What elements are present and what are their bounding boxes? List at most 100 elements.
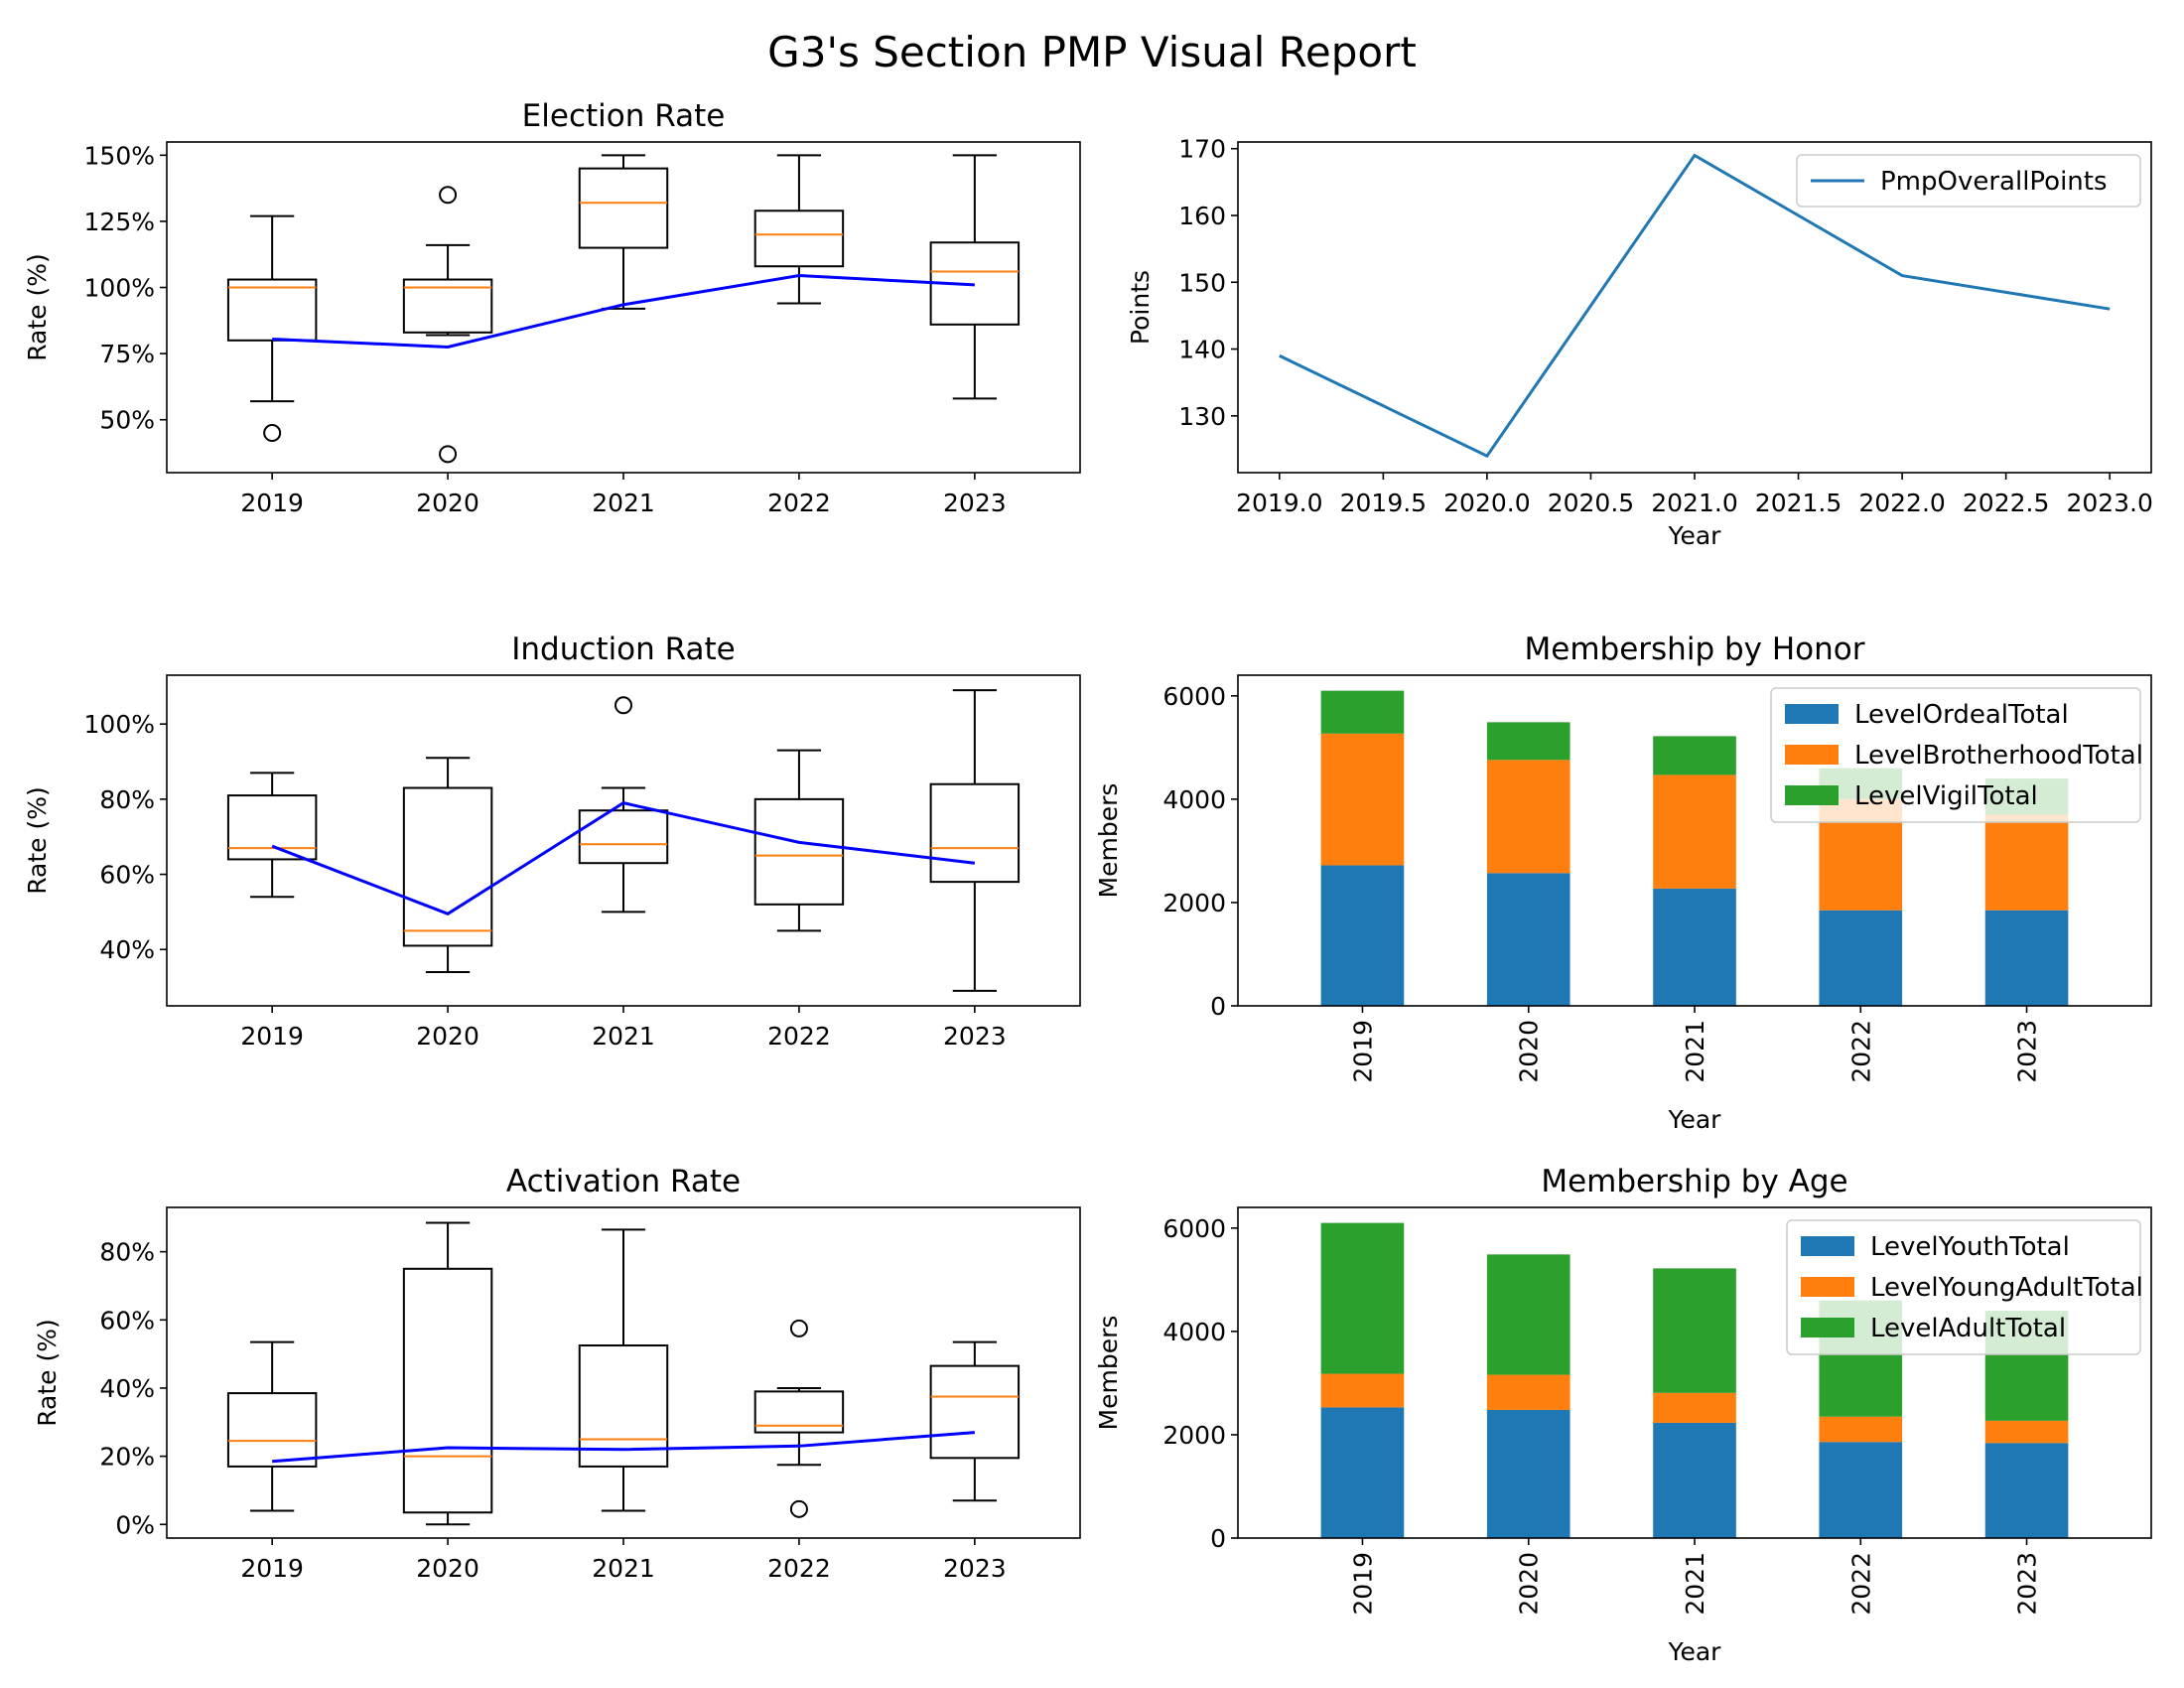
- box: [402, 1267, 493, 1514]
- bar-segment: [1653, 1392, 1736, 1423]
- bar-segment: [1653, 1422, 1736, 1538]
- x-tick-label: 2023: [2013, 1552, 2042, 1616]
- x-tick-label: 2020.5: [1548, 489, 1634, 517]
- x-tick-label: 2019: [1348, 1552, 1377, 1616]
- x-tick-label: 2019: [1348, 1020, 1377, 1083]
- bar-segment: [1819, 1416, 1903, 1443]
- bar-segment: [1486, 1374, 1570, 1410]
- legend-label: LevelAdultTotal: [1870, 1314, 2066, 1343]
- series-line: [1279, 153, 2111, 459]
- outlier-point: [614, 696, 632, 715]
- legend-swatch: [1785, 785, 1839, 805]
- x-tick-label: 2021: [592, 1022, 655, 1051]
- y-tick-label: 60%: [99, 861, 155, 890]
- x-axis-label: Year: [1668, 1105, 1722, 1134]
- y-tick-label: 2000: [1162, 889, 1226, 917]
- activation-chart: Activation Rate 0% 20% 40% 60% 80% Rate (%) 201…: [33, 1164, 1081, 1583]
- x-tick-label: 2019: [240, 489, 304, 517]
- outlier-point: [263, 424, 282, 443]
- bar-segment: [1486, 760, 1570, 874]
- box: [578, 1344, 669, 1468]
- outlier-point: [439, 445, 458, 464]
- bar-segment: [1653, 888, 1736, 1006]
- chart-title: Induction Rate: [511, 632, 735, 667]
- legend-swatch: [1801, 1236, 1854, 1256]
- x-tick-label: 2020: [1515, 1020, 1544, 1083]
- legend-label: LevelBrotherhoodTotal: [1854, 741, 2143, 771]
- legend-frame: [1786, 1219, 2141, 1355]
- legend-swatch: [1801, 1318, 1854, 1337]
- outlier-point: [789, 1499, 808, 1518]
- x-tick-label: 2023: [2013, 1020, 2042, 1083]
- x-tick-label: 2023: [943, 1554, 1007, 1583]
- x-tick-label: 2021.0: [1651, 489, 1737, 517]
- outlier-point: [789, 1319, 808, 1337]
- x-tick-label: 2022: [767, 1022, 831, 1051]
- x-axis-label: Year: [1668, 1637, 1722, 1666]
- y-tick-label: 6000: [1162, 1214, 1226, 1243]
- box: [226, 794, 318, 861]
- axes-frame: [1237, 141, 2152, 474]
- honor-chart: Membership by Honor 0 2000 4000 6000 Members 2…: [1094, 632, 2152, 1134]
- x-tick-label: 2019.0: [1236, 489, 1322, 517]
- x-tick-label: 2020: [416, 1022, 479, 1051]
- y-axis-label: Rate (%): [23, 786, 52, 895]
- x-tick-label: 2020: [416, 1554, 479, 1583]
- bar-segment: [1819, 1442, 1903, 1538]
- legend-label: PmpOverallPoints: [1880, 167, 2108, 197]
- y-tick-label: 150%: [84, 141, 155, 170]
- bar-segment: [1320, 865, 1405, 1006]
- bar-segment: [1320, 733, 1405, 866]
- mean-line: [272, 1431, 975, 1464]
- y-tick-label: 140: [1178, 336, 1226, 364]
- y-tick-label: 50%: [99, 406, 155, 435]
- box: [402, 278, 493, 334]
- y-tick-label: 160: [1178, 202, 1226, 230]
- box: [402, 786, 493, 947]
- chart-title: Membership by Age: [1541, 1164, 1847, 1199]
- box: [929, 782, 1021, 884]
- legend-swatch: [1785, 745, 1839, 765]
- y-tick-label: 80%: [99, 785, 155, 814]
- y-axis-label: Members: [1094, 783, 1123, 899]
- mean-line: [271, 801, 976, 915]
- x-tick-label: 2021: [592, 489, 655, 517]
- y-tick-label: 0: [1210, 1524, 1226, 1553]
- x-tick-label: 2019: [240, 1554, 304, 1583]
- bar-segment: [1984, 1420, 2069, 1444]
- pmp-chart: 130 140 150 160 170 Points 2019.0 2019.5 2020.0 2…: [1126, 135, 2153, 550]
- mean-line: [272, 274, 975, 349]
- y-tick-label: 125%: [84, 208, 155, 236]
- y-tick-label: 4000: [1162, 785, 1226, 814]
- axes-frame: [166, 674, 1081, 1007]
- x-tick-label: 2022: [767, 1554, 831, 1583]
- induction-chart: Induction Rate 40% 60% 80% 100% Rate (%) 2019 2…: [23, 632, 1081, 1051]
- legend-label: LevelOrdealTotal: [1854, 700, 2069, 730]
- box: [226, 1392, 318, 1468]
- legend-label: LevelVigilTotal: [1854, 781, 2038, 811]
- bar-segment: [1653, 1268, 1736, 1393]
- chart-title: Membership by Honor: [1525, 632, 1865, 667]
- bar-segment: [1486, 1254, 1570, 1375]
- x-tick-label: 2020.0: [1443, 489, 1530, 517]
- bar-segment: [1819, 910, 1903, 1006]
- bar-segment: [1486, 873, 1570, 1006]
- box: [929, 1364, 1021, 1460]
- bar-segment: [1984, 1443, 2069, 1538]
- y-axis-label: Points: [1126, 270, 1155, 345]
- bar-segment: [1984, 814, 2069, 911]
- bar-segment: [1653, 774, 1736, 889]
- axes-frame: [166, 1206, 1081, 1539]
- legend-swatch: [1801, 1277, 1854, 1297]
- chart-title: Election Rate: [522, 98, 726, 134]
- legend: PmpOverallPoints: [1796, 154, 2141, 208]
- bar-segment: [1320, 1222, 1405, 1374]
- box: [578, 809, 669, 865]
- bar-segment: [1984, 910, 2069, 1006]
- legend-frame: [1770, 687, 2141, 823]
- y-axis-label: Rate (%): [23, 253, 52, 361]
- x-tick-label: 2022: [1846, 1552, 1875, 1616]
- y-tick-label: 80%: [99, 1238, 155, 1267]
- bar-segment: [1653, 736, 1736, 775]
- y-axis-label: Members: [1094, 1316, 1123, 1431]
